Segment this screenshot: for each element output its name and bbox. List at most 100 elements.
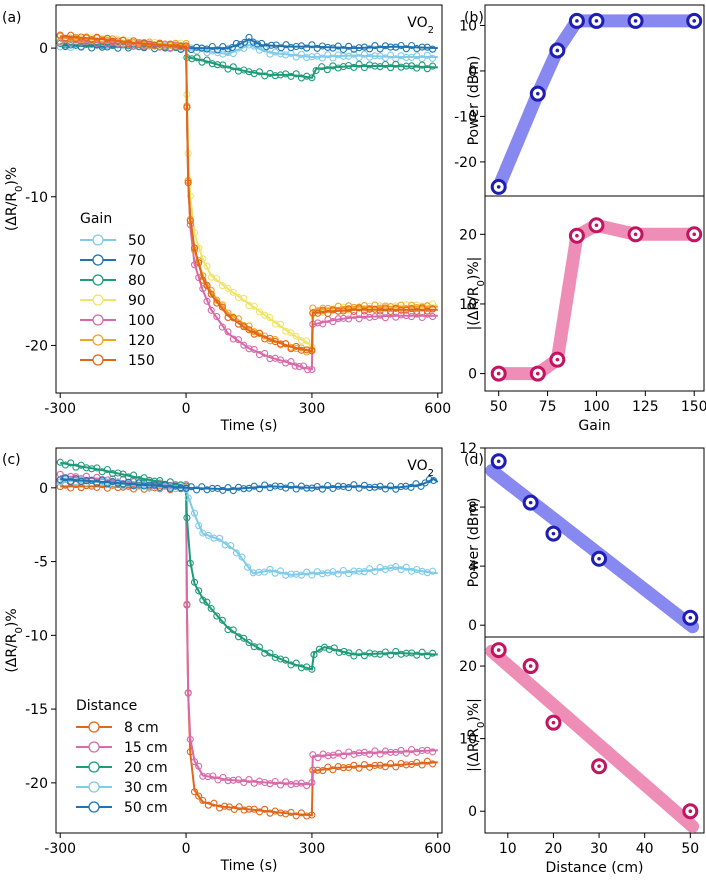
panel-a-legend-marker bbox=[92, 354, 104, 366]
panel-b-point-center bbox=[692, 19, 697, 23]
panel-a-marker bbox=[213, 299, 221, 307]
panel-a-legend-marker bbox=[92, 314, 104, 326]
panel-a-marker bbox=[240, 341, 248, 349]
panel-a-marker bbox=[250, 330, 258, 338]
panel-a-legend-item-4: 100 bbox=[80, 313, 155, 329]
panel-c-marker bbox=[56, 458, 64, 466]
panel-c-xtick-label: -300 bbox=[44, 841, 76, 857]
panel-c-xtick-label: 300 bbox=[299, 841, 326, 857]
panel-c-marker bbox=[260, 568, 268, 576]
panel-c-marker bbox=[360, 568, 368, 576]
panel-a-marker bbox=[402, 53, 410, 62]
panel-c-series-line-2 bbox=[60, 461, 438, 671]
panel-a-marker bbox=[324, 309, 332, 317]
panel-a-marker bbox=[413, 307, 421, 315]
panel-c-marker bbox=[220, 802, 229, 810]
panel-b-point-center bbox=[633, 19, 638, 23]
panel-b-xlabel: Gain bbox=[578, 418, 610, 434]
panel-c-marker bbox=[392, 763, 400, 771]
panel-d-xtick-label: 30 bbox=[590, 841, 608, 857]
panel-a-ytick-label: 0 bbox=[39, 41, 48, 57]
panel-a-legend-label: 100 bbox=[128, 313, 155, 329]
panel-a-marker bbox=[145, 40, 153, 48]
panel-c-marker bbox=[245, 639, 253, 647]
panel-c-marker bbox=[61, 474, 69, 482]
panel-c-marker bbox=[407, 483, 415, 491]
panel-d-point-center bbox=[551, 720, 556, 725]
panel-c-marker bbox=[324, 481, 332, 490]
panel-a-marker bbox=[350, 307, 358, 316]
panel-c-marker bbox=[82, 464, 90, 472]
panel-c-marker bbox=[156, 477, 164, 485]
panel-a-marker bbox=[203, 282, 211, 290]
panel-c-legend-marker bbox=[88, 801, 100, 813]
panel-a-marker bbox=[297, 336, 305, 345]
panel-b-point-center bbox=[575, 233, 579, 238]
panel-a-marker bbox=[308, 347, 316, 355]
panel-c-xtick-label: 0 bbox=[182, 841, 191, 857]
panel-c-marker bbox=[213, 612, 221, 620]
panel-a-marker bbox=[303, 346, 311, 354]
panel-a-marker bbox=[297, 50, 305, 58]
panel-c-marker bbox=[397, 650, 405, 658]
panel-c-marker bbox=[130, 471, 138, 479]
panel-a-marker bbox=[224, 313, 232, 322]
panel-c-marker bbox=[303, 812, 311, 820]
panel-label-c: (c) bbox=[2, 452, 21, 468]
panel-c-marker bbox=[276, 781, 285, 789]
panel-a-marker bbox=[303, 44, 311, 52]
panel-a-marker bbox=[418, 43, 426, 51]
panel-a-marker bbox=[234, 336, 243, 344]
panel-a-marker bbox=[429, 62, 437, 70]
panel-c-marker bbox=[292, 812, 300, 820]
panel-a-marker bbox=[234, 293, 243, 302]
panel-a-marker bbox=[261, 335, 269, 343]
panel-b-point-center bbox=[594, 223, 599, 228]
panel-c-marker bbox=[203, 598, 211, 606]
panel-c-marker bbox=[425, 475, 433, 483]
panel-c-marker bbox=[330, 644, 338, 652]
panel-b-point-center bbox=[555, 48, 560, 53]
panel-c-marker bbox=[340, 647, 348, 655]
panel-c-marker bbox=[418, 648, 426, 656]
panel-c-marker bbox=[224, 777, 232, 785]
panel-a-marker bbox=[308, 74, 316, 82]
panel-a-marker bbox=[67, 39, 75, 47]
panel-c-marker bbox=[151, 477, 159, 485]
panel-b-point-center bbox=[496, 185, 501, 189]
panel-a-legend-item-0: 50 bbox=[80, 233, 146, 249]
panel-a-marker bbox=[207, 290, 215, 298]
panel-c-marker bbox=[287, 781, 295, 789]
panel-c-marker bbox=[429, 567, 437, 575]
panel-c-marker bbox=[350, 567, 358, 575]
panel-c-marker bbox=[140, 482, 148, 490]
panel-c-marker bbox=[371, 483, 379, 491]
panel-d-ytick-label: 20 bbox=[459, 659, 477, 675]
panel-a-xtick-label: 300 bbox=[299, 401, 326, 417]
panel-c-marker bbox=[421, 479, 429, 487]
panel-a-marker bbox=[329, 318, 337, 326]
panel-b-xtick-label: 150 bbox=[681, 399, 706, 415]
panel-d-point-center bbox=[551, 531, 556, 536]
panel-a-marker bbox=[172, 43, 180, 51]
panel-b-point-center bbox=[692, 232, 697, 237]
panel-b-point-center bbox=[535, 371, 540, 376]
panel-a-series-line-2 bbox=[60, 42, 438, 79]
panel-c-marker bbox=[292, 570, 300, 578]
panel-c-marker bbox=[235, 803, 243, 811]
panel-c-marker bbox=[366, 750, 374, 758]
panel-c-marker bbox=[376, 750, 384, 758]
panel-c-marker bbox=[402, 749, 410, 757]
panel-a-marker bbox=[245, 326, 253, 334]
panel-a-marker bbox=[255, 351, 264, 359]
panel-a-marker bbox=[267, 41, 275, 49]
panel-a-marker bbox=[276, 356, 285, 364]
panel-a-frame bbox=[55, 4, 443, 394]
panel-a-marker bbox=[250, 302, 258, 310]
panel-c-marker bbox=[208, 484, 216, 492]
panel-a-legend-label: 120 bbox=[128, 333, 155, 349]
panel-a-marker bbox=[319, 306, 327, 314]
panel-c-marker bbox=[340, 752, 348, 760]
panel-d-xtick-label: 40 bbox=[636, 841, 654, 857]
panel-a-marker bbox=[224, 45, 232, 53]
